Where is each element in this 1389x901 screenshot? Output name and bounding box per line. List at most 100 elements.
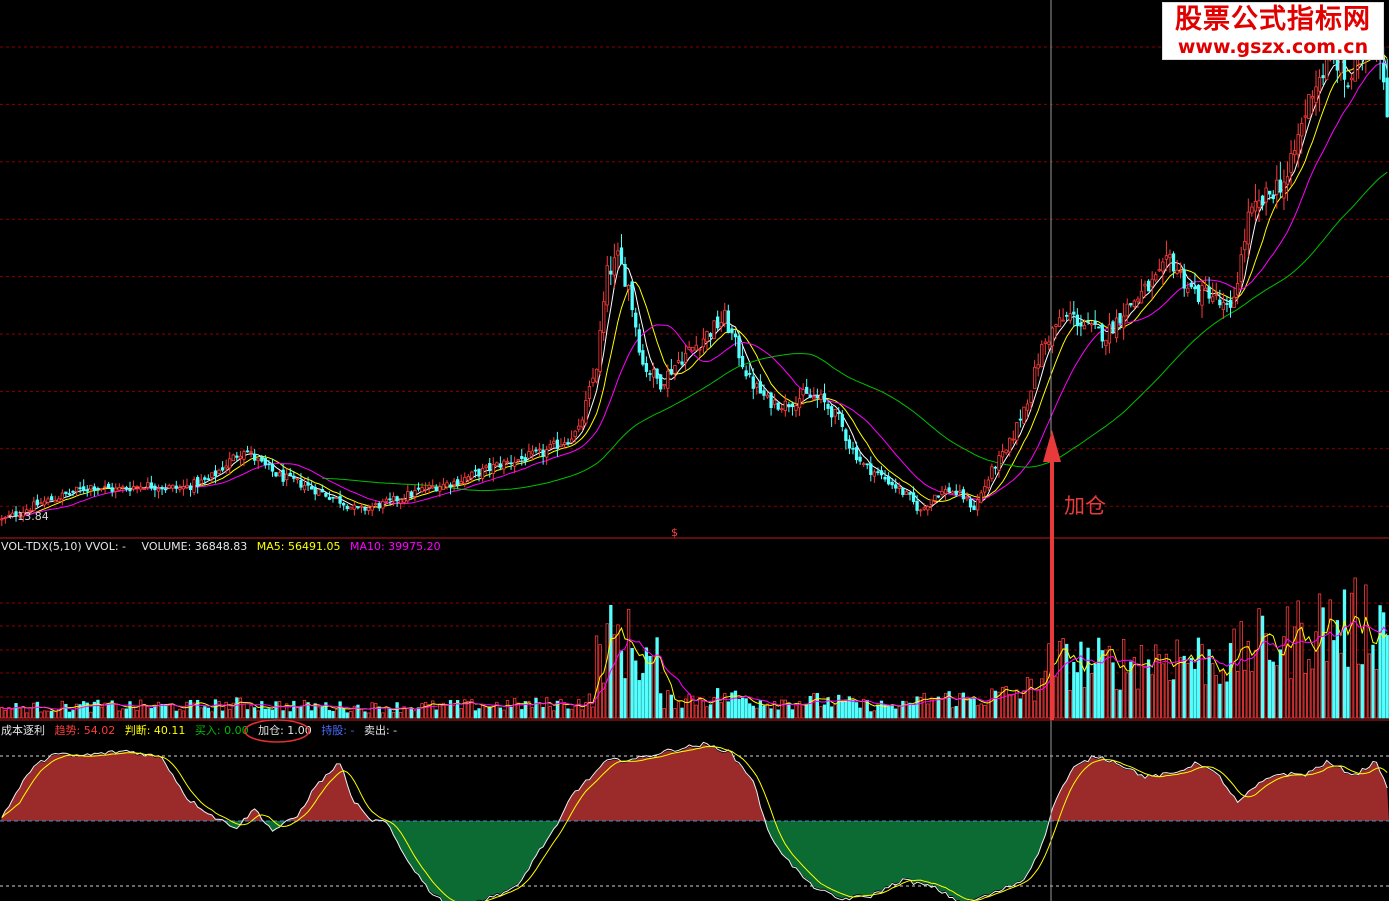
volume-bar: [1385, 635, 1389, 719]
candle-body: [986, 479, 990, 489]
volume-bar: [562, 702, 567, 719]
candle-body: [1196, 284, 1201, 303]
candle-body: [1068, 313, 1072, 321]
candle-body: [473, 469, 478, 472]
candle-body: [502, 460, 506, 470]
candle-body: [936, 495, 941, 498]
candle-body: [17, 515, 22, 517]
candle-body: [441, 483, 446, 490]
volume-bar: [1075, 672, 1080, 719]
candle-body: [1260, 195, 1265, 206]
volume-bar: [986, 700, 990, 719]
volume-bar: [1264, 633, 1268, 719]
volume-bar: [737, 699, 741, 719]
candle-body: [1129, 303, 1133, 306]
volume-bar: [872, 710, 877, 719]
candle-body: [1072, 311, 1076, 315]
volume-bar: [901, 700, 905, 719]
annotation-arrow-head: [1043, 430, 1061, 462]
volume-bar: [363, 711, 367, 719]
volume-bar: [270, 709, 275, 719]
candle-body: [1307, 94, 1311, 119]
volume-bar: [235, 697, 239, 719]
candle-body: [659, 374, 663, 390]
volume-bar: [1150, 674, 1154, 719]
candle-body: [851, 447, 855, 450]
volume-bar: [1203, 684, 1208, 719]
candle-body: [320, 489, 324, 493]
candle-body: [1282, 181, 1286, 199]
candle-body: [420, 487, 424, 492]
volume-bar: [1179, 657, 1183, 719]
volume-bar: [744, 698, 748, 719]
candle-body: [1082, 325, 1087, 330]
volume-bar: [990, 688, 994, 719]
candle-body: [915, 500, 919, 511]
candle-body: [117, 487, 121, 491]
volume-bar: [1357, 663, 1361, 719]
volume-bar: [862, 698, 866, 719]
volume-bar: [897, 705, 901, 719]
candle-body: [972, 505, 976, 511]
volume-bar: [399, 711, 403, 719]
volume-bar: [1285, 606, 1290, 719]
volume-bar: [673, 708, 677, 719]
candle-body: [1104, 339, 1108, 347]
volume-bar: [64, 703, 68, 719]
candle-body: [1385, 77, 1389, 118]
volume-bar: [185, 701, 189, 719]
candle-body: [1232, 296, 1236, 308]
candle-body: [1257, 200, 1261, 209]
volume-bar: [1118, 689, 1122, 719]
candle-body: [1164, 255, 1169, 260]
candle-body: [60, 492, 64, 500]
volume-bar: [829, 706, 834, 719]
ma60-line: [322, 171, 1388, 492]
volume-bar: [641, 673, 645, 719]
candle-body: [110, 487, 114, 492]
candle-body: [512, 461, 517, 467]
volume-bar: [733, 690, 738, 719]
candle-body: [719, 322, 723, 327]
ma20-line: [1, 62, 1388, 520]
candle-body: [1271, 194, 1275, 200]
volume-bar: [395, 702, 399, 719]
candle-body: [1310, 96, 1315, 99]
candle-body: [1207, 286, 1211, 299]
volume-bar: [534, 697, 538, 719]
candle-body: [288, 472, 292, 476]
volume-bar: [584, 702, 588, 719]
volume-bar: [0, 706, 4, 719]
candle-body: [1228, 299, 1233, 308]
candle-body: [39, 502, 43, 505]
candle-body: [673, 365, 677, 374]
volume-bar: [174, 710, 178, 719]
candle-body: [217, 469, 221, 474]
candle-body: [99, 488, 104, 490]
volume-bar: [1040, 678, 1044, 719]
volume-bar: [512, 697, 517, 719]
volume-bar: [655, 637, 659, 719]
candle-body: [829, 406, 834, 418]
candle-body: [762, 390, 766, 396]
candle-body: [402, 498, 406, 503]
candle-body: [758, 381, 763, 394]
candle-body: [434, 486, 438, 492]
volume-bar: [1300, 622, 1304, 719]
volume-bar: [516, 702, 520, 719]
volume-bar: [103, 702, 107, 719]
volume-bar: [797, 701, 802, 719]
volume-bar: [1032, 700, 1037, 719]
candle-body: [28, 509, 32, 512]
candle-body: [384, 498, 389, 502]
candle-body: [480, 467, 485, 479]
volume-bar: [1125, 672, 1129, 719]
volume-bar: [317, 706, 321, 719]
candle-body: [89, 484, 93, 490]
volume-bar: [253, 707, 257, 719]
volume-bar: [940, 697, 944, 719]
volume-bar: [1317, 593, 1322, 719]
volume-bar: [423, 701, 428, 719]
volume-bar: [876, 704, 880, 719]
volume-bar: [822, 704, 827, 719]
